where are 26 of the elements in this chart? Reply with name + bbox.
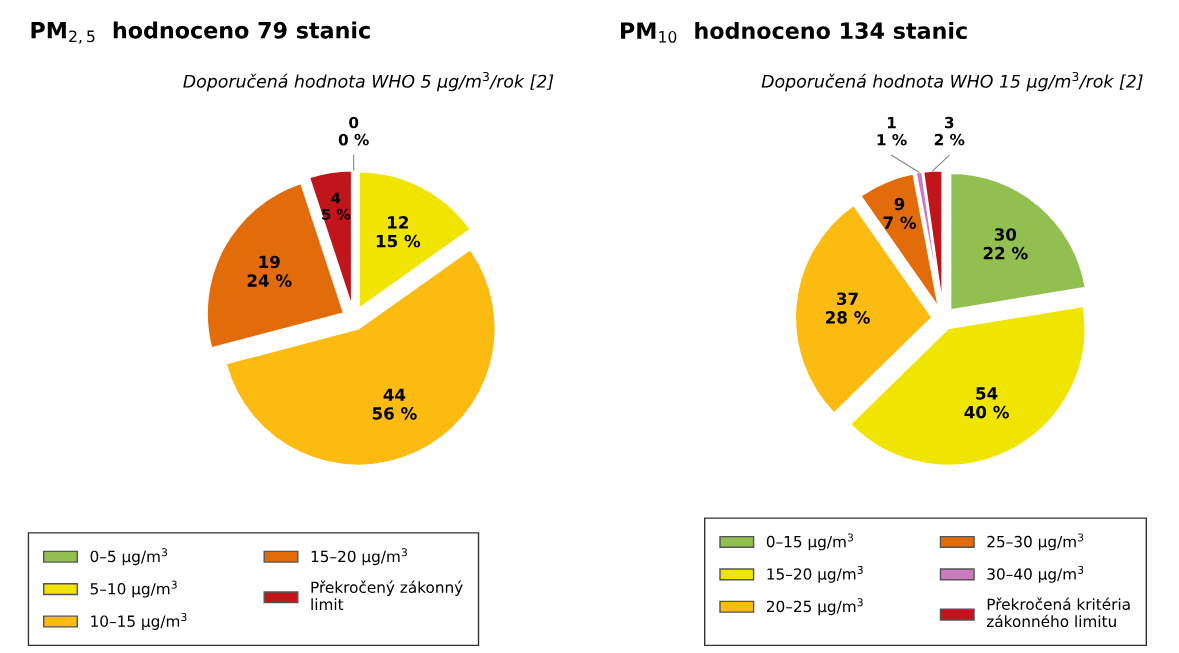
data-label: 54 40 %: [964, 387, 1009, 419]
data-label: 4 5 %: [322, 192, 351, 220]
data-label: 44 56 %: [372, 388, 417, 420]
legend-label: 10–15 µg/m$^{3}$: [91, 612, 187, 630]
text: 0 0 %: [338, 116, 369, 146]
legend-label: Překročený zákonný limit: [311, 580, 463, 610]
data-label: 3 2 %: [934, 116, 965, 146]
legend-label: 15–20 µg/m$^{3}$: [311, 548, 407, 566]
data-label: 9 7 %: [883, 197, 917, 229]
data-label: 12 15 %: [376, 216, 421, 248]
data-label: 1 1 %: [877, 117, 907, 146]
data-label: 19 24 %: [247, 255, 292, 287]
chart-title: PM$_{2,5}$ hodnoceno 79 stanic: [31, 21, 370, 44]
legend-label: 25–30 µg/m$^{3}$: [987, 533, 1084, 551]
legend-label: 0–15 µg/m$^{3}$: [766, 533, 854, 551]
data-label: 30 22 %: [983, 228, 1028, 260]
legend-label: 15–20 µg/m$^{3}$: [767, 565, 863, 583]
legend-label: 30–40 µg/m$^{3}$: [987, 565, 1084, 583]
legend-label: Překročená kritéria zákonného limitu: [986, 597, 1130, 628]
chart-subtitle: Doporučená hodnota WHO 15 µg/m$^{3}$/rok [2]: [761, 71, 1143, 92]
legend-label: 0–5 µg/m$^{3}$: [90, 548, 168, 566]
chart-subtitle: Doporučená hodnota WHO 5 µg/m$^{3}$/rok [2]: [183, 71, 554, 92]
chart-title: PM$_{10}$ hodnoceno 134 stanic: [621, 21, 967, 43]
legend-label: 20–25 µg/m$^{3}$: [766, 598, 863, 616]
legend-label: 5–10 µg/m$^{3}$: [90, 580, 177, 598]
data-label: 37 28 %: [826, 292, 870, 324]
